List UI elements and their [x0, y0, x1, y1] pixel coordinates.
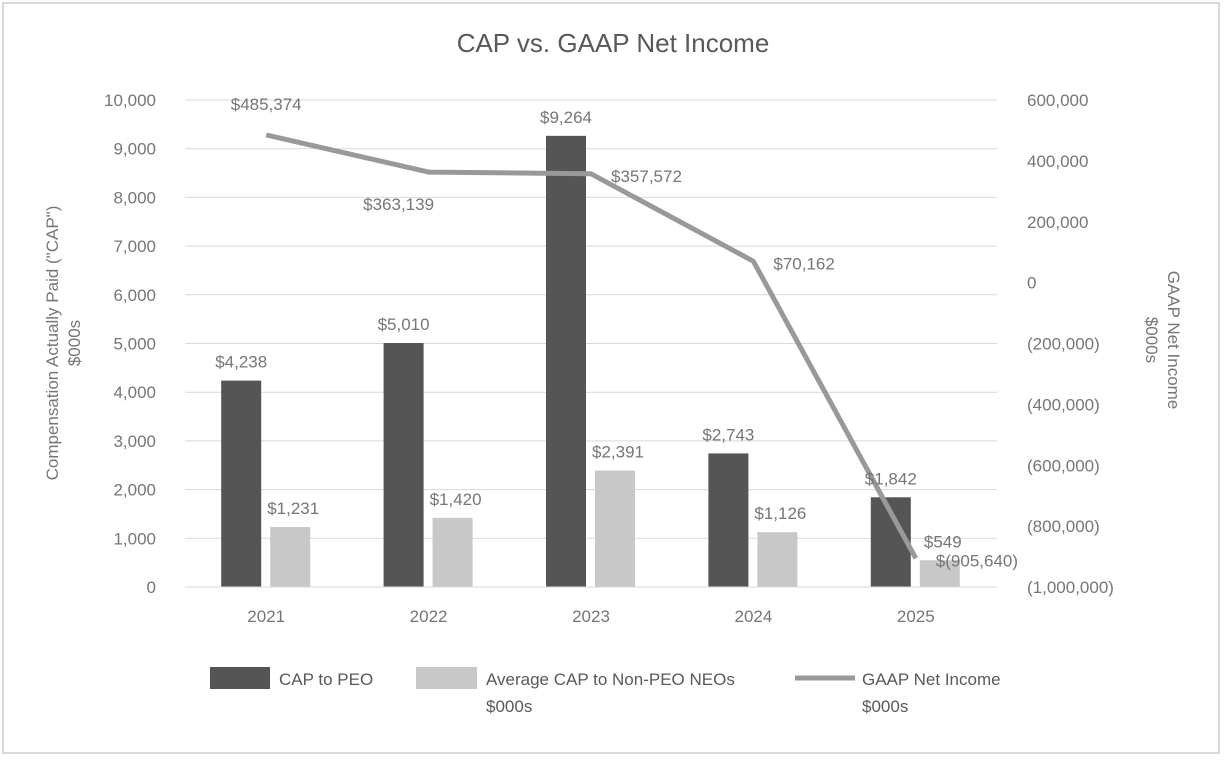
- data-label-cap-to-peo: $9,264: [540, 108, 592, 127]
- bar-cap-to-peo: [383, 343, 424, 587]
- y-left-tick-label: 1,000: [113, 529, 156, 548]
- y-right-tick-label: 400,000: [1027, 152, 1088, 171]
- data-label-gaap-net-income: $70,162: [773, 254, 834, 273]
- legend-swatch-cap-to-peo: [210, 667, 270, 689]
- axes: 0 1,000 2,000 3,000 4,000 5,000 6,000 7,000 8,00…: [43, 91, 1183, 626]
- y-left-axis-title: $000s: [65, 320, 84, 366]
- x-tick-label: 2024: [734, 607, 772, 626]
- legend-label-avg-cap-non-peo: Average CAP to Non-PEO NEOs: [486, 670, 735, 689]
- x-tick-label: 2023: [572, 607, 610, 626]
- x-tick-label: 2021: [247, 607, 285, 626]
- y-right-axis-title: GAAP Net Income: [1164, 271, 1183, 410]
- y-right-tick-label: (400,000): [1027, 395, 1100, 414]
- data-label-gaap-net-income: $363,139: [363, 195, 434, 214]
- bar-cap-to-peo: [221, 380, 262, 587]
- y-left-tick-label: 8,000: [113, 188, 156, 207]
- data-label-avg-cap-non-peo: $2,391: [592, 443, 644, 462]
- y-right-tick-label: (800,000): [1027, 517, 1100, 536]
- y-left-tick-label: 0: [147, 578, 156, 597]
- y-left-tick-label: 9,000: [113, 140, 156, 159]
- data-label-avg-cap-non-peo: $1,420: [430, 490, 482, 509]
- bar-avg-cap-non-peo: [270, 527, 311, 587]
- y-left-tick-label: 7,000: [113, 237, 156, 256]
- legend-label-avg-cap-non-peo: $000s: [486, 697, 532, 716]
- y-left-tick-label: 5,000: [113, 335, 156, 354]
- data-label-cap-to-peo: $1,842: [865, 469, 917, 488]
- bar-avg-cap-non-peo: [595, 470, 635, 587]
- legend-label-gaap-net-income: GAAP Net Income: [862, 670, 1001, 689]
- y-left-axis-title: Compensation Actually Paid ("CAP"): [43, 206, 62, 481]
- data-label-avg-cap-non-peo: $549: [924, 532, 962, 551]
- data-label-gaap-net-income: $357,572: [611, 167, 682, 186]
- y-left-tick-label: 4,000: [113, 383, 156, 402]
- y-right-tick-label: (600,000): [1027, 456, 1100, 475]
- data-label-cap-to-peo: $5,010: [378, 315, 430, 334]
- bar-avg-cap-non-peo: [757, 532, 798, 587]
- bar-cap-to-peo: [546, 135, 586, 587]
- data-labels: $4,238 $5,010 $9,264 $2,743 $1,842 $1,231 $1,4…: [215, 95, 1018, 570]
- y-left-tick-label: 3,000: [113, 432, 156, 451]
- data-label-cap-to-peo: $4,238: [215, 353, 267, 372]
- y-left-tick-label: 10,000: [104, 91, 156, 110]
- data-label-gaap-net-income: $(905,640): [936, 551, 1018, 570]
- data-label-cap-to-peo: $2,743: [702, 425, 754, 444]
- y-right-tick-label: 600,000: [1027, 91, 1088, 110]
- legend-label-gaap-net-income: $000s: [862, 697, 908, 716]
- bars: [221, 135, 960, 587]
- bar-avg-cap-non-peo: [432, 517, 473, 587]
- data-label-avg-cap-non-peo: $1,231: [267, 499, 319, 518]
- y-right-tick-label: 0: [1027, 274, 1036, 293]
- net-income-line: [265, 132, 918, 560]
- data-label-gaap-net-income: $485,374: [231, 95, 302, 114]
- data-label-avg-cap-non-peo: $1,126: [754, 504, 806, 523]
- x-tick-label: 2022: [410, 607, 448, 626]
- legend-label-cap-to-peo: CAP to PEO: [279, 670, 373, 689]
- legend: CAP to PEO Average CAP to Non-PEO NEOs $00…: [210, 667, 1001, 716]
- legend-swatch-avg-cap-non-peo: [416, 667, 477, 689]
- y-right-tick-label: (1,000,000): [1027, 578, 1114, 597]
- x-tick-label: 2025: [897, 607, 935, 626]
- y-right-axis-title: $000s: [1142, 317, 1161, 363]
- bar-avg-cap-non-peo: [919, 560, 960, 587]
- y-left-tick-label: 2,000: [113, 481, 156, 500]
- y-right-tick-label: 200,000: [1027, 213, 1088, 232]
- chart-title: CAP vs. GAAP Net Income: [457, 28, 770, 58]
- y-right-tick-label: (200,000): [1027, 335, 1100, 354]
- y-left-tick-label: 6,000: [113, 286, 156, 305]
- bar-cap-to-peo: [708, 453, 749, 587]
